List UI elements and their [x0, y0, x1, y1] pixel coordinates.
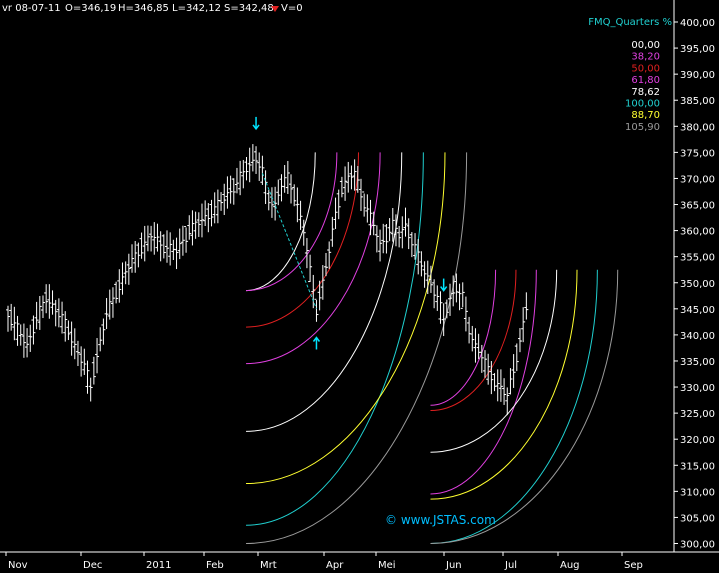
header-volume: V=0 — [281, 3, 303, 14]
y-tick-label: 395,00 — [680, 44, 715, 55]
header-low: L=342,12 — [172, 3, 221, 14]
y-tick-label: 390,00 — [680, 70, 715, 81]
y-tick-label: 320,00 — [680, 435, 715, 446]
ohlc-readout: vr 08-07-11 O=346,19 H=346,85 L=342,12 S… — [2, 3, 303, 14]
x-tick-label: Sep — [624, 560, 643, 571]
fan-curve — [430, 269, 517, 412]
y-tick-label: 360,00 — [680, 227, 715, 238]
header-date: vr 08-07-11 — [2, 3, 61, 14]
legend-entry: 78,62 — [631, 87, 660, 98]
fan-curve — [430, 269, 578, 500]
y-axis-ticks: 400,00 395,00 390,00 385,00 380,00 375,00 370,… — [674, 18, 715, 551]
x-tick-label: Aug — [560, 560, 580, 571]
down-arrow-head-icon — [440, 286, 448, 292]
x-tick-label: Jul — [504, 560, 517, 571]
x-tick-label: Mei — [378, 560, 396, 571]
indicator-title: FMQ_Quarters % — [588, 17, 672, 28]
down-triangle-icon — [271, 6, 279, 12]
fan-legend: 00,0038,2050,0061,8078,62100,0088,70105,… — [625, 40, 660, 133]
y-tick-label: 345,00 — [680, 305, 715, 316]
swing-arrows — [252, 116, 448, 350]
legend-entry: 00,00 — [631, 40, 660, 51]
fan-curve — [246, 152, 316, 292]
x-tick-label: Apr — [326, 560, 344, 571]
y-tick-label: 310,00 — [680, 487, 715, 498]
y-tick-label: 335,00 — [680, 357, 715, 368]
y-tick-label: 305,00 — [680, 513, 715, 524]
y-tick-label: 350,00 — [680, 279, 715, 290]
x-tick-label: Jun — [445, 560, 462, 571]
fan-curve — [430, 269, 537, 495]
y-tick-label: 400,00 — [680, 18, 715, 29]
y-tick-label: 315,00 — [680, 461, 715, 472]
ohlc-bars — [6, 144, 529, 416]
fan-curve — [430, 269, 598, 544]
fan-curve — [246, 152, 381, 365]
legend-entry: 100,00 — [625, 99, 660, 110]
y-tick-label: 330,00 — [680, 383, 715, 394]
legend-entry: 105,90 — [625, 122, 660, 133]
y-tick-label: 325,00 — [680, 409, 715, 420]
fan-curve — [246, 152, 446, 485]
x-tick-label: 2011 — [146, 560, 171, 571]
legend-entry: 50,00 — [631, 63, 660, 74]
x-tick-label: Mrt — [260, 560, 277, 571]
y-tick-label: 380,00 — [680, 122, 715, 133]
header-close: S=342,48 — [224, 3, 274, 14]
x-axis-ticks: Nov Dec 2011 Feb Mrt Apr Mei Jun Jul Aug Sep — [5, 552, 643, 571]
up-arrow-head-icon — [312, 336, 321, 342]
legend-entry: 88,70 — [631, 110, 660, 121]
fan-curve — [246, 152, 338, 292]
fan-curve — [246, 152, 403, 432]
x-tick-label: Feb — [206, 560, 224, 571]
y-tick-label: 370,00 — [680, 174, 715, 185]
fan-curve — [430, 269, 497, 406]
y-tick-label: 340,00 — [680, 331, 715, 342]
y-tick-label: 365,00 — [680, 201, 715, 212]
legend-entry: 38,20 — [631, 52, 660, 63]
y-tick-label: 300,00 — [680, 540, 715, 551]
fan-curve — [430, 269, 619, 544]
header-open: O=346,19 — [65, 3, 116, 14]
x-tick-label: Dec — [83, 560, 102, 571]
fan-curve — [430, 269, 558, 453]
y-tick-label: 375,00 — [680, 148, 715, 159]
watermark-text: © www.JSTAS.com — [385, 513, 496, 527]
legend-entry: 61,80 — [631, 75, 660, 86]
down-arrow-head-icon — [252, 124, 260, 131]
fan-curve — [246, 152, 468, 544]
fan-curve — [246, 152, 424, 526]
y-tick-label: 385,00 — [680, 96, 715, 107]
fan-curve — [246, 152, 359, 328]
fan-curves — [246, 152, 619, 544]
y-tick-label: 355,00 — [680, 253, 715, 264]
swing-dashed-line — [261, 173, 317, 310]
x-tick-label: Nov — [8, 560, 28, 571]
header-high: H=346,85 — [118, 3, 169, 14]
